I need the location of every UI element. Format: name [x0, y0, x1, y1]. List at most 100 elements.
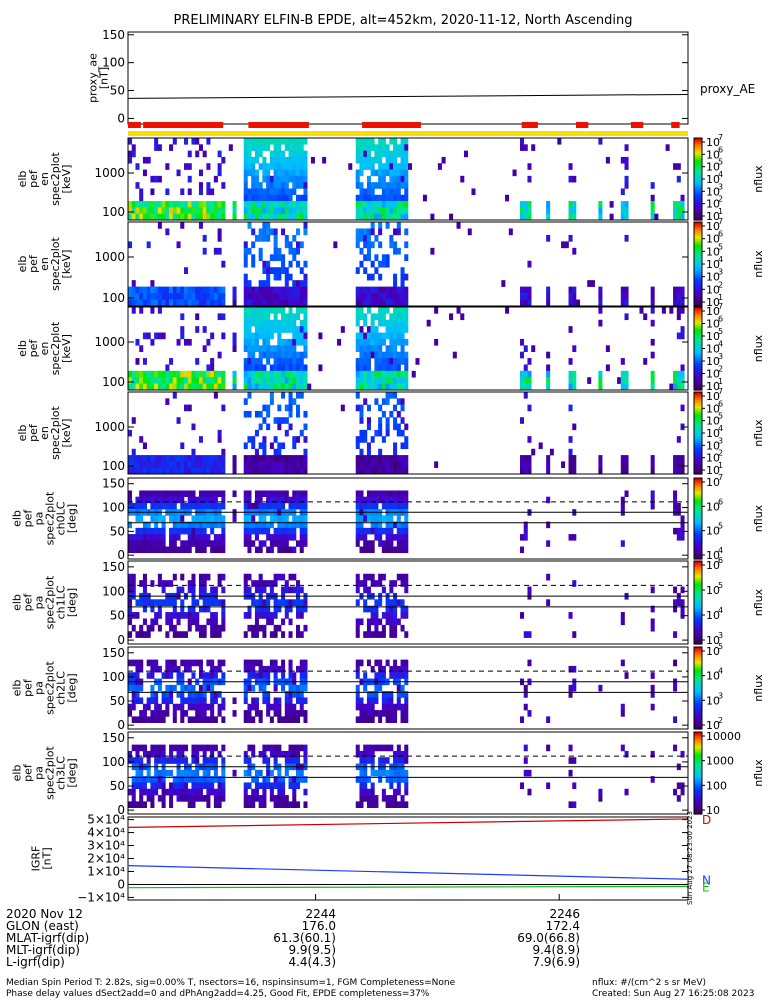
spectrogram-cell — [131, 573, 136, 581]
spectrogram-cell — [254, 496, 259, 504]
spectrogram-cell — [389, 624, 394, 632]
ytick-label: 1000 — [94, 335, 125, 349]
spectrogram-cell — [385, 194, 390, 202]
spectrogram-cell — [381, 201, 386, 208]
spectrogram-cell — [389, 703, 394, 711]
spectrogram-cell — [277, 299, 282, 307]
spectrogram-cell — [262, 144, 267, 151]
spectrogram-cell — [520, 546, 525, 554]
spectrogram-cell — [299, 665, 304, 673]
spectrogram-cell — [650, 377, 655, 384]
colorbar-cell — [694, 657, 702, 660]
spectrogram-cell — [393, 496, 398, 504]
spectrogram-cell — [172, 534, 177, 541]
spectrogram-cell — [146, 496, 151, 504]
spectrogram-cell — [266, 490, 271, 497]
ylabel-line: pa — [33, 766, 46, 780]
spectrogram-cell — [393, 392, 398, 399]
spectrogram-cell — [299, 521, 304, 529]
spectrogram-cell — [273, 703, 278, 711]
spectrogram-cell — [296, 194, 301, 202]
spectrogram-cell — [374, 769, 379, 777]
colorbar-cell — [694, 490, 702, 493]
spectrogram-cell — [378, 370, 383, 378]
spectrogram-cell — [131, 624, 136, 632]
spectrogram-cell — [299, 697, 304, 705]
spectrogram-cell — [254, 410, 259, 418]
colorbar-cell — [694, 635, 702, 639]
spectrogram-cell — [187, 788, 192, 796]
spectrogram-cell — [277, 213, 282, 221]
spectrogram-cell — [139, 527, 144, 535]
spectrogram-cell — [389, 599, 394, 606]
spectrogram-cell — [396, 665, 401, 673]
spectrogram-cell — [296, 521, 301, 529]
spectrogram-cell — [277, 624, 282, 632]
spectrogram-cell — [281, 467, 286, 475]
spectrogram-cell — [389, 776, 394, 783]
spectrogram-cell — [296, 496, 301, 504]
spectrogram-cell — [161, 201, 166, 208]
spectrogram-cell — [266, 338, 271, 346]
spectrogram-cell — [165, 618, 170, 626]
spectrogram-cell — [299, 144, 304, 151]
colorbar-cell — [694, 698, 702, 701]
spectrogram-cell — [404, 580, 409, 587]
colorbar-cell — [694, 799, 702, 803]
colorbar-cell — [694, 561, 702, 564]
spectrogram-cell — [355, 299, 360, 307]
proxy-ae-line — [127, 93, 689, 99]
spectrogram-cell — [680, 605, 685, 613]
spectrogram-cell — [266, 455, 271, 462]
spectrogram-cell — [355, 703, 360, 711]
spectrogram-cell — [292, 319, 297, 327]
spectrogram-cell — [359, 299, 364, 307]
panel-frame — [127, 306, 689, 391]
spectrogram-cell — [191, 599, 196, 606]
spectrogram-cell — [165, 684, 170, 692]
spectrogram-cell — [359, 502, 364, 510]
colorbar-cell — [694, 787, 702, 790]
spectrogram-cell — [198, 188, 203, 196]
spectrogram-cell — [221, 383, 226, 391]
spectrogram-cell — [296, 163, 301, 170]
spectrogram-cell — [378, 534, 383, 541]
spectrogram-cell — [247, 392, 252, 399]
spectrogram-cell — [620, 207, 625, 214]
spectrogram-cell — [180, 377, 185, 384]
spectrogram-cell — [284, 319, 289, 327]
ylabel-line: pa — [33, 512, 46, 526]
spectrogram-cell — [296, 467, 301, 475]
spectrogram-cell — [202, 750, 207, 758]
spectrogram-cell — [374, 502, 379, 510]
colorbar-cell — [694, 809, 702, 813]
spectrogram-cell — [254, 467, 259, 475]
colorbar-cell — [694, 154, 702, 158]
spectrogram-cell — [161, 370, 166, 378]
spectrogram-cell — [292, 455, 297, 462]
spectrogram-cell — [620, 502, 625, 510]
spectrogram-cell — [169, 769, 174, 777]
spectrogram-cell — [288, 586, 293, 594]
spectrogram-cell — [378, 631, 383, 638]
spectrogram-cell — [191, 716, 196, 723]
spectrogram-cell — [676, 795, 681, 802]
spectrogram-cell — [251, 455, 256, 462]
spectrogram-cell — [269, 383, 274, 391]
spectrogram-cell — [389, 364, 394, 372]
spectrogram-cell — [374, 182, 379, 189]
spectrogram-cell — [195, 150, 200, 158]
colorbar-cell — [694, 688, 702, 691]
spectrogram-cell — [273, 461, 278, 468]
spectrogram-cell — [154, 213, 159, 221]
spectrogram-cell — [359, 496, 364, 504]
spectrogram-cell — [254, 338, 259, 346]
spectrogram-cell — [198, 697, 203, 705]
spectrogram-cell — [355, 534, 360, 541]
spectrogram-cell — [266, 703, 271, 711]
ztick-label: 10 — [706, 427, 720, 440]
spectrogram-cell — [135, 750, 140, 758]
spectrogram-cell — [355, 697, 360, 705]
spectrogram-cell — [281, 213, 286, 221]
spectrogram-cell — [400, 546, 405, 554]
